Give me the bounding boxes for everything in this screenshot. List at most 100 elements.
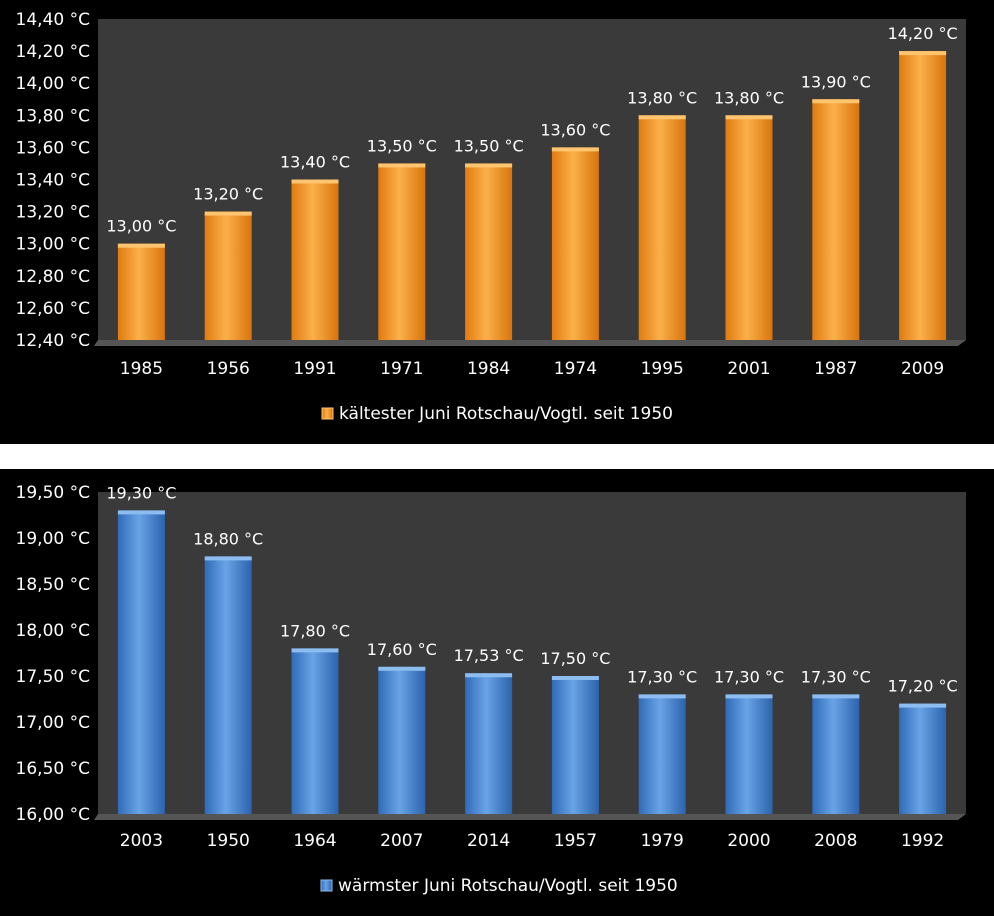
x-tick-label: 2007 [380, 831, 423, 851]
plot-floor [94, 340, 966, 346]
data-label: 13,50 °C [367, 136, 437, 155]
bar-top [638, 694, 686, 699]
x-tick-label: 1957 [554, 831, 597, 851]
y-tick-label: 14,20 °C [16, 42, 90, 62]
data-label: 13,40 °C [280, 153, 350, 172]
y-tick-label: 16,00 °C [16, 805, 90, 825]
bar [899, 703, 947, 814]
y-tick-label: 13,00 °C [16, 235, 90, 255]
legend: wärmster Juni Rotschau/Vogtl. seit 1950 [320, 876, 678, 896]
x-tick-label: 1971 [380, 359, 423, 379]
bar-top [725, 115, 773, 120]
x-tick-label: 1979 [641, 831, 684, 851]
data-label: 13,00 °C [106, 217, 176, 236]
bar [117, 243, 165, 340]
bar [725, 694, 773, 814]
y-tick-label: 17,50 °C [16, 667, 90, 687]
y-tick-label: 14,40 °C [16, 10, 90, 30]
bar [638, 115, 686, 340]
warmest-june-chart: 16,00 °C 16,50 °C 17,00 °C 17,50 °C 18,00 °C… [16, 483, 966, 896]
data-label: 13,80 °C [627, 88, 697, 107]
legend-label: wärmster Juni Rotschau/Vogtl. seit 1950 [338, 876, 678, 896]
x-tick-label: 2009 [901, 359, 944, 379]
bar [117, 510, 165, 814]
bar-top [117, 510, 165, 515]
x-tick-label: 1985 [120, 359, 163, 379]
bar [725, 115, 773, 340]
data-label: 17,53 °C [454, 646, 524, 665]
y-tick-label: 13,40 °C [16, 171, 90, 191]
x-tick-label: 1987 [814, 359, 857, 379]
y-tick-label: 18,00 °C [16, 621, 90, 641]
bar-top [812, 694, 860, 699]
bar-top [725, 694, 773, 699]
chart-panel-warmest: 16,00 °C 16,50 °C 17,00 °C 17,50 °C 18,00 °C… [0, 469, 994, 916]
y-tick-label: 13,80 °C [16, 106, 90, 126]
bar [551, 147, 599, 340]
bar [551, 676, 599, 814]
bar-top [899, 703, 947, 708]
bar-top [291, 179, 339, 184]
data-label: 17,30 °C [801, 667, 871, 686]
data-label: 17,30 °C [714, 667, 784, 686]
data-label: 18,80 °C [193, 529, 263, 548]
data-label: 17,80 °C [280, 621, 350, 640]
bar-top [812, 99, 860, 104]
y-tick-label: 12,40 °C [16, 331, 90, 351]
x-tick-label: 2003 [120, 831, 163, 851]
y-tick-label: 12,80 °C [16, 267, 90, 287]
data-label: 17,50 °C [540, 649, 610, 668]
bar [812, 694, 860, 814]
bar-top [378, 163, 426, 168]
data-label: 17,30 °C [627, 667, 697, 686]
bar-top [117, 243, 165, 248]
data-label: 13,90 °C [801, 72, 871, 91]
x-tick-label: 1995 [641, 359, 684, 379]
data-label: 14,20 °C [888, 24, 958, 43]
x-tick-label: 1956 [207, 359, 250, 379]
y-tick-label: 14,00 °C [16, 74, 90, 94]
y-tick-label: 17,00 °C [16, 713, 90, 733]
bar-top [638, 115, 686, 120]
data-label: 19,30 °C [106, 483, 176, 502]
bar [204, 556, 252, 814]
bar [465, 163, 513, 340]
bar-top [899, 51, 947, 56]
x-tick-label: 1964 [293, 831, 336, 851]
bar [465, 673, 513, 814]
data-label: 17,20 °C [888, 677, 958, 696]
bar [378, 666, 426, 814]
data-label: 17,60 °C [367, 640, 437, 659]
bar-top [378, 666, 426, 671]
coldest-june-chart: 12,40 °C 12,60 °C 12,80 °C 13,00 °C 13,20 °C… [16, 10, 966, 424]
y-tick-label: 18,50 °C [16, 575, 90, 595]
bar [291, 179, 339, 340]
legend-label: kältester Juni Rotschau/Vogtl. seit 1950 [339, 404, 673, 424]
x-tick-label: 1991 [293, 359, 336, 379]
y-tick-label: 19,00 °C [16, 529, 90, 549]
y-tick-label: 13,60 °C [16, 138, 90, 158]
x-tick-label: 2014 [467, 831, 510, 851]
x-tick-label: 2000 [727, 831, 770, 851]
legend-swatch [321, 407, 334, 420]
x-tick-label: 1950 [207, 831, 250, 851]
x-tick-label: 2001 [727, 359, 770, 379]
bar [378, 163, 426, 340]
data-label: 13,60 °C [540, 120, 610, 139]
y-tick-label: 13,20 °C [16, 203, 90, 223]
bar [899, 51, 947, 340]
bar-top [551, 676, 599, 680]
y-tick-label: 19,50 °C [16, 483, 90, 503]
legend: kältester Juni Rotschau/Vogtl. seit 1950 [321, 404, 673, 424]
bar-top [465, 673, 513, 678]
plot-floor [94, 814, 966, 820]
x-tick-label: 2008 [814, 831, 857, 851]
bar-top [291, 648, 339, 653]
data-label: 13,50 °C [454, 136, 524, 155]
y-tick-label: 12,60 °C [16, 299, 90, 319]
x-tick-label: 1984 [467, 359, 510, 379]
data-label: 13,20 °C [193, 185, 263, 204]
x-tick-label: 1974 [554, 359, 597, 379]
bar-top [551, 147, 599, 152]
data-label: 13,80 °C [714, 88, 784, 107]
